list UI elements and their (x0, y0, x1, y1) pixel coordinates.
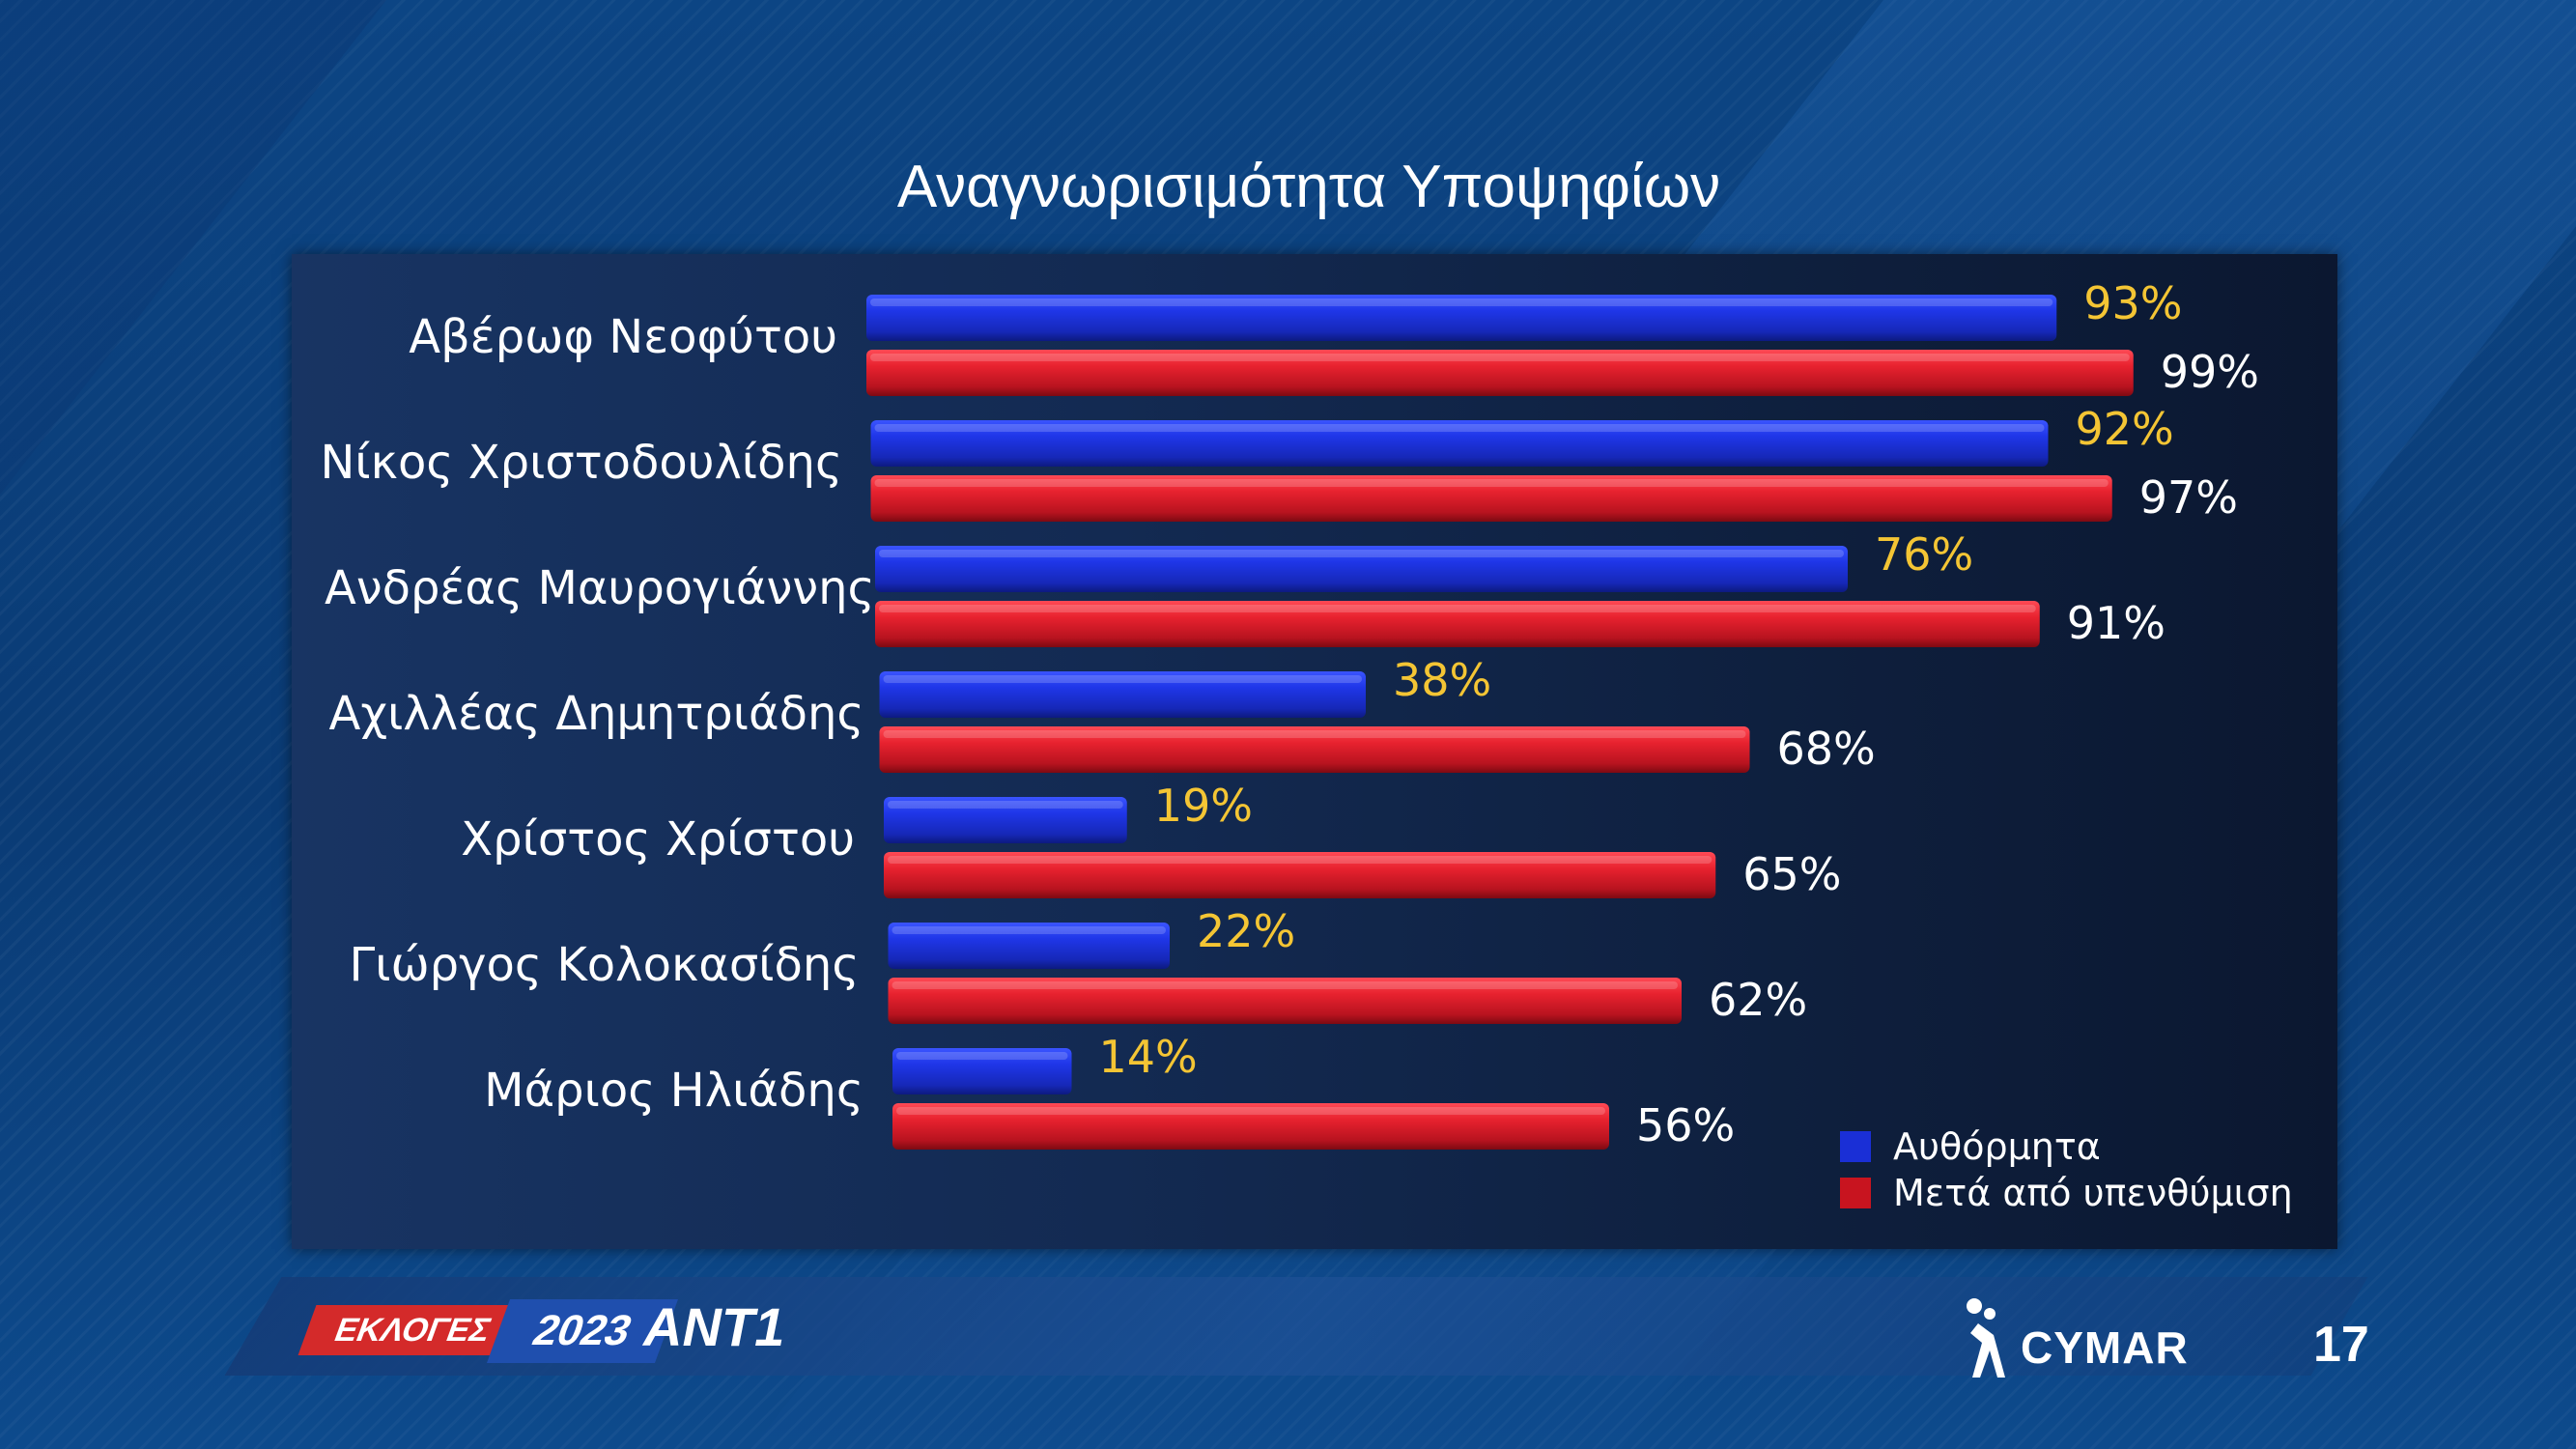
bar-spontaneous (875, 546, 1848, 592)
chart-title: Αναγνωρισιμότητα Υποψηφίων (896, 154, 1721, 220)
value-label-prompted: 68% (1776, 723, 1876, 775)
value-label-spontaneous: 38% (1393, 654, 1492, 706)
bar-prompted (866, 350, 2134, 396)
bar-highlight (883, 730, 1746, 738)
legend-swatch-red (1840, 1178, 1871, 1208)
legend-label: Μετά από υπενθύμιση (1893, 1172, 2293, 1214)
bar-highlight (879, 605, 2036, 612)
category-label: Χρίστος Χρίστου (461, 812, 855, 867)
value-label-spontaneous: 93% (2083, 277, 2183, 329)
bar-highlight (870, 298, 2053, 306)
value-label-prompted: 97% (2138, 471, 2238, 524)
bar-prompted (875, 601, 2040, 647)
pollster-name: CYMAR (2021, 1322, 2189, 1373)
bar-highlight (883, 675, 1362, 683)
page-number: 17 (2313, 1317, 2369, 1373)
bar-prompted (884, 852, 1716, 898)
bar-spontaneous (888, 923, 1170, 969)
value-label-spontaneous: 22% (1197, 905, 1296, 957)
value-label-prompted: 56% (1636, 1099, 1736, 1151)
bar-highlight (874, 479, 2109, 487)
bar-prompted (870, 475, 2112, 522)
category-label: Αχιλλέας Δημητριάδης (328, 687, 864, 741)
bar-spontaneous (866, 295, 2057, 341)
value-label-spontaneous: 14% (1098, 1031, 1198, 1083)
bar-prompted (888, 978, 1682, 1024)
category-label: Γιώργος Κολοκασίδης (349, 938, 860, 992)
bar-highlight (874, 424, 2045, 432)
value-label-prompted: 99% (2160, 346, 2259, 398)
bar-highlight (896, 1052, 1068, 1060)
bar-spontaneous (879, 671, 1366, 718)
value-label-prompted: 62% (1709, 974, 1808, 1026)
bar-highlight (888, 801, 1123, 809)
bar-highlight (896, 1107, 1605, 1115)
bar-highlight (892, 926, 1166, 934)
bar-prompted (879, 726, 1750, 773)
bar-spontaneous (884, 797, 1127, 843)
value-label-prompted: 91% (2066, 597, 2166, 649)
bar-spontaneous (892, 1048, 1072, 1094)
bar-highlight (892, 981, 1678, 989)
bar-spontaneous (870, 420, 2049, 467)
person-icon (1967, 1298, 2005, 1378)
channel-logo: ANT1 (643, 1296, 785, 1357)
category-label: Αβέρωφ Νεοφύτου (409, 310, 837, 364)
value-label-spontaneous: 92% (2075, 403, 2174, 455)
category-label: Μάριος Ηλιάδης (484, 1064, 863, 1118)
value-label-spontaneous: 19% (1153, 780, 1253, 832)
bar-highlight (888, 856, 1713, 864)
category-label: Ανδρέας Μαυρογιάννης (325, 561, 875, 615)
bar-prompted (892, 1103, 1609, 1150)
bar-highlight (879, 550, 1844, 557)
category-label: Νίκος Χριστοδουλίδης (320, 436, 843, 490)
value-label-prompted: 65% (1742, 848, 1842, 900)
bar-highlight (870, 354, 2130, 361)
legend-label: Αυθόρμητα (1893, 1125, 2101, 1168)
legend-swatch-blue (1840, 1131, 1871, 1162)
value-label-spontaneous: 76% (1875, 528, 1974, 581)
